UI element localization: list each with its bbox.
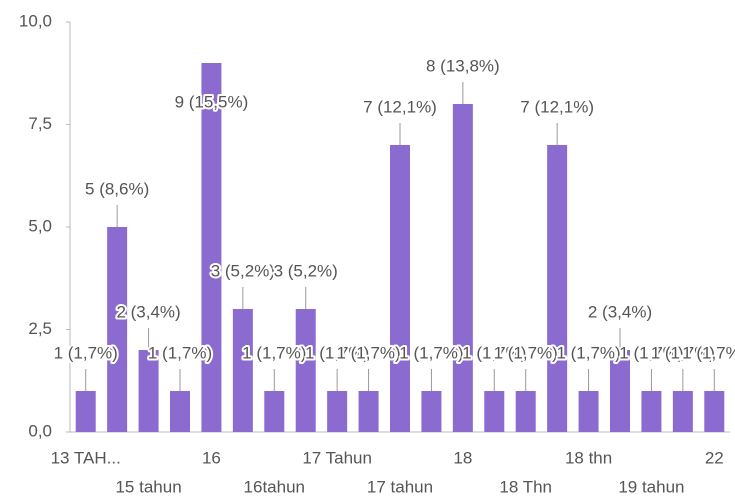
bar xyxy=(452,104,473,432)
bar xyxy=(421,391,442,432)
bar xyxy=(704,391,725,432)
value-label: 1 (1,7%) xyxy=(54,343,118,362)
y-tick-label: 0,0 xyxy=(28,421,52,440)
value-label: 1 (1,7%) xyxy=(462,343,526,362)
value-label: 2 (3,4%) xyxy=(116,302,180,321)
value-label: 9 (15,5%) xyxy=(175,92,249,111)
bar xyxy=(547,145,568,432)
value-label: 1 (1,7%) xyxy=(494,343,558,362)
value-label: 1 (1,7%) xyxy=(619,343,683,362)
value-label: 1 (1,7%) xyxy=(651,343,715,362)
x-tick-label: 18 thn xyxy=(565,448,612,467)
bar xyxy=(170,391,190,432)
x-tick-label: 17 Tahun xyxy=(302,448,372,467)
bar xyxy=(358,391,379,432)
x-tick-label: 19 tahun xyxy=(618,477,684,496)
bar xyxy=(327,391,348,432)
value-label: 2 (3,4%) xyxy=(588,302,652,321)
x-tick-label: 16 xyxy=(202,448,221,467)
x-tick-label: 22 xyxy=(705,448,724,467)
value-label: 3 (5,2%) xyxy=(274,261,338,280)
value-label: 7 (12,1%) xyxy=(363,97,437,116)
bar xyxy=(578,391,599,432)
x-tick-label: 17 tahun xyxy=(367,477,433,496)
value-label: 1 (1,7%) xyxy=(305,343,369,362)
bar xyxy=(232,309,253,432)
value-label: 1 (1,7%) xyxy=(242,343,306,362)
x-tick-label: 18 xyxy=(453,448,472,467)
bar xyxy=(264,391,285,432)
bar xyxy=(201,63,222,432)
value-label: 3 (5,2%) xyxy=(211,261,275,280)
value-label: 1 (1,7%) xyxy=(399,343,463,362)
bar xyxy=(641,391,662,432)
value-label: 8 (13,8%) xyxy=(426,56,500,75)
value-label: 1 (1,7%) xyxy=(556,343,620,362)
y-tick-label: 5,0 xyxy=(28,216,52,235)
bar xyxy=(484,391,505,432)
bar xyxy=(295,309,316,432)
value-label: 1 (1,7%) xyxy=(148,343,212,362)
bar xyxy=(515,391,536,432)
y-tick-label: 7,5 xyxy=(28,114,52,133)
x-tick-label: 13 TAH... xyxy=(51,448,121,467)
x-tick-label: 16tahun xyxy=(244,477,305,496)
bar xyxy=(390,145,410,432)
bar xyxy=(672,391,693,432)
bar xyxy=(610,350,630,432)
x-tick-label: 15 tahun xyxy=(115,477,181,496)
value-label: 1 (1,7%) xyxy=(682,343,735,362)
y-tick-label: 10,0 xyxy=(19,11,52,30)
bar xyxy=(138,350,159,432)
y-tick-label: 2,5 xyxy=(28,319,52,338)
value-label: 7 (12,1%) xyxy=(520,97,594,116)
value-label: 1 (1,7%) xyxy=(336,343,400,362)
x-tick-label: 18 Thn xyxy=(499,477,552,496)
bar xyxy=(75,391,96,432)
value-label: 5 (8,6%) xyxy=(85,179,149,198)
bar xyxy=(107,227,128,432)
